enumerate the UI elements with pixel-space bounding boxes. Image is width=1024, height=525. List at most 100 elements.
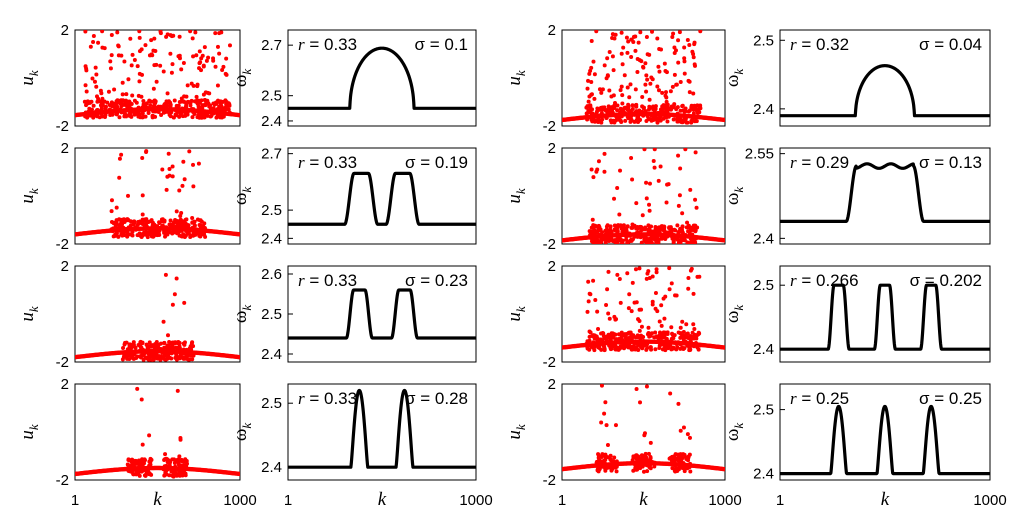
data-point	[178, 436, 183, 441]
data-point	[184, 100, 189, 105]
data-point	[642, 433, 647, 438]
data-point	[140, 155, 145, 160]
data-point	[589, 167, 594, 172]
r-label: r = 0.33	[298, 271, 357, 290]
data-point	[223, 98, 228, 103]
data-point	[589, 39, 594, 44]
data-point	[181, 61, 186, 66]
data-point	[196, 161, 201, 166]
data-point	[617, 212, 622, 217]
data-point	[586, 299, 591, 304]
data-point	[119, 152, 124, 157]
data-point	[187, 228, 192, 233]
data-point	[653, 106, 658, 111]
y-tick-label: -2	[56, 472, 69, 489]
data-point	[127, 345, 132, 350]
data-point	[181, 106, 186, 111]
u-panel-c0-r2: 2 -2 uk	[17, 258, 241, 371]
data-point	[137, 461, 142, 466]
data-point	[611, 335, 616, 340]
data-point	[652, 464, 657, 469]
data-point	[189, 81, 194, 86]
data-point	[599, 90, 604, 95]
data-point	[88, 44, 93, 49]
data-point	[672, 102, 677, 107]
data-point	[653, 114, 658, 119]
data-point	[594, 113, 599, 118]
sigma-label: σ = 0.04	[919, 35, 982, 54]
data-point	[663, 294, 668, 299]
data-point	[669, 461, 674, 466]
data-point	[691, 111, 696, 116]
data-point	[140, 105, 145, 110]
data-point	[591, 225, 596, 230]
data-point	[634, 201, 639, 206]
data-point	[698, 106, 703, 111]
data-point	[141, 99, 146, 104]
data-point	[662, 61, 667, 66]
data-point	[631, 454, 636, 459]
data-point	[588, 234, 593, 239]
data-point	[682, 465, 687, 470]
data-point	[117, 226, 122, 231]
sigma-label: σ = 0.23	[405, 271, 468, 290]
data-point	[658, 118, 663, 123]
data-point	[121, 350, 126, 355]
data-point	[657, 319, 662, 324]
data-point	[198, 108, 203, 113]
data-point	[625, 85, 630, 90]
omega-curve	[288, 288, 476, 340]
data-point	[143, 114, 148, 119]
data-point	[127, 458, 132, 463]
data-point	[654, 339, 659, 344]
data-point	[586, 99, 591, 104]
data-point	[118, 107, 123, 112]
data-point	[681, 425, 686, 430]
data-point	[174, 105, 179, 110]
data-point	[92, 79, 97, 84]
data-point	[676, 119, 681, 124]
data-point	[664, 230, 669, 235]
data-point	[633, 103, 638, 108]
data-point	[171, 33, 176, 38]
data-point	[590, 111, 595, 116]
data-point	[673, 463, 678, 468]
data-point	[213, 31, 218, 36]
data-point	[194, 94, 199, 99]
plot-area	[780, 64, 990, 118]
data-point	[692, 103, 697, 108]
x-tick-label: 1000	[459, 492, 492, 509]
data-point	[176, 225, 181, 230]
data-point	[672, 72, 677, 77]
data-point	[180, 459, 185, 464]
data-point	[202, 226, 207, 231]
data-point	[644, 34, 649, 39]
data-point	[180, 114, 185, 119]
data-point	[158, 63, 163, 68]
data-point	[211, 111, 216, 116]
omega-curve	[780, 283, 990, 351]
data-point	[116, 234, 121, 239]
data-point	[639, 324, 644, 329]
data-point	[633, 48, 638, 53]
data-point	[168, 218, 173, 223]
data-point	[668, 391, 673, 396]
data-point	[103, 106, 108, 111]
data-point	[237, 112, 240, 118]
data-point	[168, 341, 173, 346]
data-point	[108, 66, 113, 71]
data-point	[166, 465, 171, 470]
data-point	[644, 384, 649, 389]
data-point	[654, 270, 659, 275]
data-point	[633, 267, 638, 272]
data-point	[117, 156, 122, 161]
y-tick-label: 2.4	[261, 346, 282, 363]
r-label: r = 0.29	[790, 153, 849, 172]
omega-curve	[780, 404, 990, 476]
data-point	[722, 345, 725, 350]
data-point	[624, 226, 629, 231]
data-point	[683, 341, 688, 346]
data-point	[173, 471, 178, 476]
data-point	[167, 222, 172, 227]
data-point	[625, 343, 630, 348]
